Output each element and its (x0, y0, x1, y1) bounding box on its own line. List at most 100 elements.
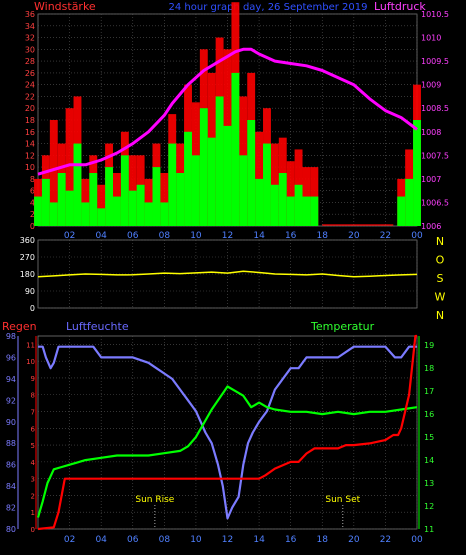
x-tick-label: 06 (127, 231, 139, 241)
direction-series (37, 270, 418, 278)
pressure-tick-label: 1006 (421, 222, 441, 231)
direction-tick-label: 270 (20, 253, 35, 262)
wind-tick-label: 36 (25, 10, 35, 19)
wind-avg-bar (215, 96, 224, 226)
temperature-tick-label: 15 (424, 433, 434, 442)
wind-avg-bar (223, 125, 232, 226)
rain-tick-label: 3 (31, 476, 35, 484)
wind-tick-label: 32 (25, 34, 35, 43)
wind-tick-label: 16 (25, 128, 35, 137)
x-tick-label: 02 (64, 231, 75, 241)
humidity-tick-label: 88 (6, 439, 16, 448)
wind-avg-bar (413, 120, 421, 226)
wind-gust-bar (286, 161, 295, 226)
rain-tick-label: 8 (31, 392, 35, 400)
wind-avg-bar (105, 167, 114, 226)
humidity-tick-label: 94 (6, 375, 16, 384)
x-tick-label: 04 (95, 535, 107, 545)
x-tick-label: 18 (317, 535, 329, 545)
wind-tick-label: 20 (25, 104, 35, 113)
wind-avg-bar (405, 178, 414, 226)
wind-avg-bar (41, 178, 50, 226)
wind-avg-bar (255, 178, 264, 226)
temperature-tick-label: 13 (424, 479, 434, 488)
wind-avg-bar (49, 202, 58, 226)
wind-avg-bar (207, 137, 216, 226)
wind-avg-bar (136, 184, 145, 226)
temperature-tick-label: 19 (424, 341, 434, 350)
wind-tick-label: 4 (30, 198, 35, 207)
wind-tick-label: 8 (30, 175, 35, 184)
wind-tick-label: 12 (25, 151, 35, 160)
x-tick-label: 22 (380, 231, 391, 241)
wind-avg-bar (247, 120, 256, 226)
direction-tick-label: 90 (25, 287, 35, 296)
wind-avg-bar (397, 196, 406, 226)
wind-avg-bar (184, 131, 192, 226)
rain-humidity-temp-series (36, 334, 418, 531)
pressure-tick-label: 1006.5 (421, 198, 449, 207)
wind-avg-bar (160, 202, 169, 226)
x-tick-label: 10 (190, 535, 202, 545)
rain-tick-label: 6 (31, 425, 36, 433)
humidity-tick-label: 84 (6, 482, 16, 491)
x-tick-label: 00 (411, 231, 423, 241)
wind-avg-bar (81, 202, 90, 226)
sunrise-label: Sun Rise (135, 495, 174, 505)
rain-time-axis: 02 04 06 08 10 12 14 16 18 20 22 00 (64, 535, 423, 545)
wind-avg-bar (231, 72, 240, 226)
pressure-tick-label: 1009 (421, 81, 441, 90)
wind-tick-label: 26 (25, 69, 35, 78)
wind-gust-bar (49, 120, 58, 226)
wind-avg-bar (113, 196, 121, 226)
x-tick-label: 16 (285, 535, 297, 545)
temperature-tick-label: 11 (424, 525, 434, 534)
pressure-tick-label: 1008 (421, 128, 441, 137)
rain-tick-label: 0 (31, 526, 35, 534)
direction-tick-label: 0 (30, 304, 35, 313)
x-tick-label: 12 (222, 231, 233, 241)
rain-label: Regen (2, 320, 37, 333)
x-tick-label: 12 (222, 535, 233, 545)
compass-label: W (435, 291, 446, 304)
humidity-tick-label: 86 (6, 461, 16, 470)
x-tick-label: 08 (159, 231, 171, 241)
wind-avg-bar (120, 155, 129, 226)
humidity-line (38, 345, 417, 520)
humidity-tick-label: 96 (6, 353, 16, 362)
rain-tick-label: 7 (31, 409, 35, 417)
pressure-axis: 1006 1006.5 1007 1007.5 1008 1008.5 1009 1009.5… (421, 10, 449, 231)
wind-label: Windstärke (34, 0, 96, 13)
wind-gust-bar (65, 108, 74, 226)
humidity-tick-label: 90 (6, 418, 16, 427)
humidity-tick-label: 80 (6, 525, 16, 534)
wind-avg-bar (294, 184, 303, 226)
wind-avg-bar (97, 208, 106, 226)
rain-tick-label: 1 (31, 509, 35, 517)
rain-tick-label: 11 (26, 341, 35, 349)
temperature-tick-label: 16 (424, 410, 434, 419)
wind-tick-label: 2 (30, 210, 35, 219)
wind-avg-bar (57, 173, 66, 226)
temperature-label: Temperatur (310, 320, 375, 333)
x-tick-label: 02 (64, 535, 75, 545)
wind-avg-bar (270, 184, 279, 226)
pressure-tick-label: 1010 (421, 34, 441, 43)
wind-avg-bar (89, 173, 98, 226)
humidity-tick-label: 92 (6, 396, 16, 405)
temperature-axis: 11 12 13 14 15 16 17 18 19 (418, 336, 434, 534)
wind-tick-label: 30 (25, 45, 35, 54)
wind-gust-bar (128, 155, 137, 226)
x-tick-label: 14 (253, 535, 265, 545)
x-tick-label: 22 (380, 535, 391, 545)
wind-avg-bar (310, 196, 319, 226)
wind-avg-bar (199, 108, 208, 226)
rain-humidity-temp-grid (38, 336, 418, 530)
rain-line (37, 334, 417, 531)
humidity-label: Luftfeuchte (66, 320, 129, 333)
wind-tick-label: 14 (25, 140, 35, 149)
direction-tick-label: 180 (20, 270, 35, 279)
